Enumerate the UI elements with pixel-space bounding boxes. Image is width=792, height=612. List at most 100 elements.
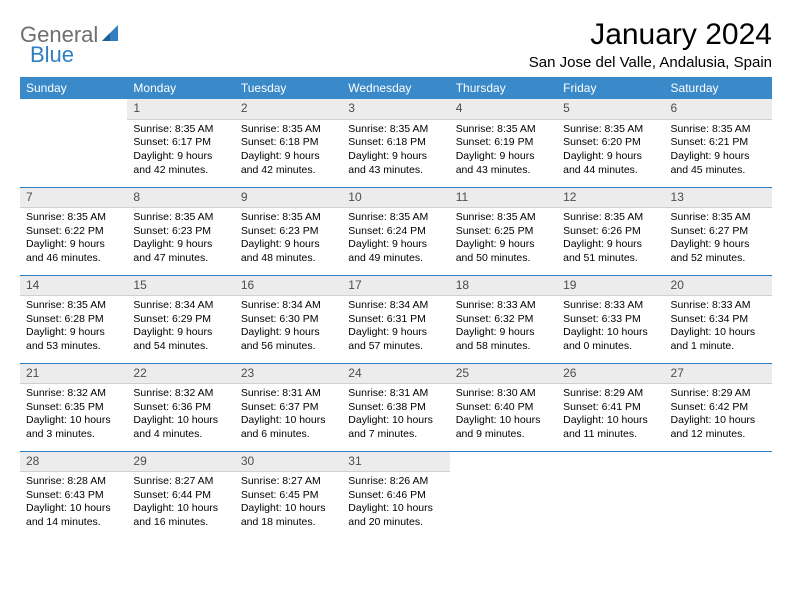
calendar-cell: [450, 451, 557, 539]
daylight-text: Daylight: 10 hours: [348, 414, 443, 428]
daylight-text: Daylight: 9 hours: [26, 326, 121, 340]
sunrise-text: Sunrise: 8:34 AM: [133, 299, 228, 313]
calendar-cell: 12Sunrise: 8:35 AMSunset: 6:26 PMDayligh…: [557, 187, 664, 275]
daylight-text: and 11 minutes.: [563, 428, 658, 442]
day-number: 8: [127, 188, 234, 209]
calendar-cell: 3Sunrise: 8:35 AMSunset: 6:18 PMDaylight…: [342, 99, 449, 187]
calendar-cell: 6 Sunrise: 8:35 AMSunset: 6:21 PMDaylight…: [665, 99, 772, 187]
day-number: 6: [665, 99, 772, 120]
daylight-text: and 7 minutes.: [348, 428, 443, 442]
day-details: Sunrise: 8:35 AMSunset: 6:23 PMDaylight:…: [235, 208, 342, 270]
daylight-text: Daylight: 9 hours: [671, 150, 766, 164]
weekday-header: Friday: [557, 77, 664, 99]
daylight-text: Daylight: 9 hours: [26, 238, 121, 252]
sunset-text: Sunset: 6:28 PM: [26, 313, 121, 327]
daylight-text: and 14 minutes.: [26, 516, 121, 530]
sunrise-text: Sunrise: 8:33 AM: [671, 299, 766, 313]
calendar-cell: 5Sunrise: 8:35 AMSunset: 6:20 PMDaylight…: [557, 99, 664, 187]
daylight-text: Daylight: 10 hours: [26, 414, 121, 428]
day-number: 27: [665, 364, 772, 385]
calendar-cell: 15Sunrise: 8:34 AMSunset: 6:29 PMDayligh…: [127, 275, 234, 363]
day-details: Sunrise: 8:35 AMSunset: 6:17 PMDaylight:…: [127, 120, 234, 182]
day-number: 4: [450, 99, 557, 120]
day-number: 21: [20, 364, 127, 385]
calendar-cell: [20, 99, 127, 187]
sunset-text: Sunset: 6:21 PM: [671, 136, 766, 150]
calendar-cell: 4Sunrise: 8:35 AMSunset: 6:19 PMDaylight…: [450, 99, 557, 187]
sunset-text: Sunset: 6:18 PM: [348, 136, 443, 150]
sunset-text: Sunset: 6:23 PM: [133, 225, 228, 239]
calendar-body: 1Sunrise: 8:35 AMSunset: 6:17 PMDaylight…: [20, 99, 772, 539]
day-details: Sunrise: 8:26 AMSunset: 6:46 PMDaylight:…: [342, 472, 449, 534]
day-number: 28: [20, 452, 127, 473]
day-details: Sunrise: 8:35 AMSunset: 6:27 PMDaylight:…: [665, 208, 772, 270]
calendar-cell: 31Sunrise: 8:26 AMSunset: 6:46 PMDayligh…: [342, 451, 449, 539]
daylight-text: and 51 minutes.: [563, 252, 658, 266]
daylight-text: Daylight: 10 hours: [133, 502, 228, 516]
sunrise-text: Sunrise: 8:35 AM: [456, 123, 551, 137]
calendar-cell: 2Sunrise: 8:35 AMSunset: 6:18 PMDaylight…: [235, 99, 342, 187]
calendar-cell: 8Sunrise: 8:35 AMSunset: 6:23 PMDaylight…: [127, 187, 234, 275]
sunrise-text: Sunrise: 8:35 AM: [671, 123, 766, 137]
calendar-cell: 20Sunrise: 8:33 AMSunset: 6:34 PMDayligh…: [665, 275, 772, 363]
daylight-text: Daylight: 10 hours: [671, 326, 766, 340]
sunset-text: Sunset: 6:33 PM: [563, 313, 658, 327]
day-number: 26: [557, 364, 664, 385]
day-details: Sunrise: 8:28 AMSunset: 6:43 PMDaylight:…: [20, 472, 127, 534]
sunset-text: Sunset: 6:17 PM: [133, 136, 228, 150]
sunrise-text: Sunrise: 8:33 AM: [563, 299, 658, 313]
day-details: Sunrise: 8:27 AMSunset: 6:45 PMDaylight:…: [235, 472, 342, 534]
sunset-text: Sunset: 6:40 PM: [456, 401, 551, 415]
daylight-text: and 16 minutes.: [133, 516, 228, 530]
day-details: Sunrise: 8:33 AMSunset: 6:33 PMDaylight:…: [557, 296, 664, 358]
calendar-cell: 23Sunrise: 8:31 AMSunset: 6:37 PMDayligh…: [235, 363, 342, 451]
daylight-text: and 56 minutes.: [241, 340, 336, 354]
sunset-text: Sunset: 6:41 PM: [563, 401, 658, 415]
daylight-text: Daylight: 9 hours: [133, 238, 228, 252]
daylight-text: Daylight: 9 hours: [133, 150, 228, 164]
sunrise-text: Sunrise: 8:29 AM: [563, 387, 658, 401]
page-header: General January 2024 San Jose del Valle,…: [20, 18, 772, 71]
daylight-text: Daylight: 10 hours: [563, 326, 658, 340]
daylight-text: Daylight: 9 hours: [241, 238, 336, 252]
sunset-text: Sunset: 6:22 PM: [26, 225, 121, 239]
day-number: 20: [665, 276, 772, 297]
calendar-cell: 13Sunrise: 8:35 AMSunset: 6:27 PMDayligh…: [665, 187, 772, 275]
day-number: 15: [127, 276, 234, 297]
calendar-table: Sunday Monday Tuesday Wednesday Thursday…: [20, 77, 772, 539]
daylight-text: Daylight: 9 hours: [348, 238, 443, 252]
calendar-row: 7Sunrise: 8:35 AMSunset: 6:22 PMDaylight…: [20, 187, 772, 275]
day-number: 2: [235, 99, 342, 120]
day-number: 12: [557, 188, 664, 209]
sunrise-text: Sunrise: 8:34 AM: [348, 299, 443, 313]
daylight-text: and 46 minutes.: [26, 252, 121, 266]
day-details: Sunrise: 8:32 AMSunset: 6:35 PMDaylight:…: [20, 384, 127, 446]
sunrise-text: Sunrise: 8:31 AM: [348, 387, 443, 401]
day-details: Sunrise: 8:34 AMSunset: 6:30 PMDaylight:…: [235, 296, 342, 358]
sunrise-text: Sunrise: 8:35 AM: [26, 211, 121, 225]
day-number: 19: [557, 276, 664, 297]
calendar-cell: 24Sunrise: 8:31 AMSunset: 6:38 PMDayligh…: [342, 363, 449, 451]
daylight-text: Daylight: 9 hours: [563, 150, 658, 164]
day-number: 24: [342, 364, 449, 385]
day-details: Sunrise: 8:35 AMSunset: 6:19 PMDaylight:…: [450, 120, 557, 182]
daylight-text: Daylight: 10 hours: [133, 414, 228, 428]
title-block: January 2024 San Jose del Valle, Andalus…: [529, 18, 772, 71]
sunrise-text: Sunrise: 8:34 AM: [241, 299, 336, 313]
weekday-header: Tuesday: [235, 77, 342, 99]
calendar-cell: 25Sunrise: 8:30 AMSunset: 6:40 PMDayligh…: [450, 363, 557, 451]
sunrise-text: Sunrise: 8:30 AM: [456, 387, 551, 401]
calendar-row: 21Sunrise: 8:32 AMSunset: 6:35 PMDayligh…: [20, 363, 772, 451]
weekday-header: Thursday: [450, 77, 557, 99]
calendar-cell: 22Sunrise: 8:32 AMSunset: 6:36 PMDayligh…: [127, 363, 234, 451]
day-number: 13: [665, 188, 772, 209]
day-details: Sunrise: 8:31 AMSunset: 6:38 PMDaylight:…: [342, 384, 449, 446]
day-details: Sunrise: 8:35 AMSunset: 6:18 PMDaylight:…: [342, 120, 449, 182]
day-number: 30: [235, 452, 342, 473]
day-number: 3: [342, 99, 449, 120]
calendar-cell: 29Sunrise: 8:27 AMSunset: 6:44 PMDayligh…: [127, 451, 234, 539]
day-number: 18: [450, 276, 557, 297]
sunset-text: Sunset: 6:25 PM: [456, 225, 551, 239]
calendar-cell: 17Sunrise: 8:34 AMSunset: 6:31 PMDayligh…: [342, 275, 449, 363]
sunrise-text: Sunrise: 8:31 AM: [241, 387, 336, 401]
